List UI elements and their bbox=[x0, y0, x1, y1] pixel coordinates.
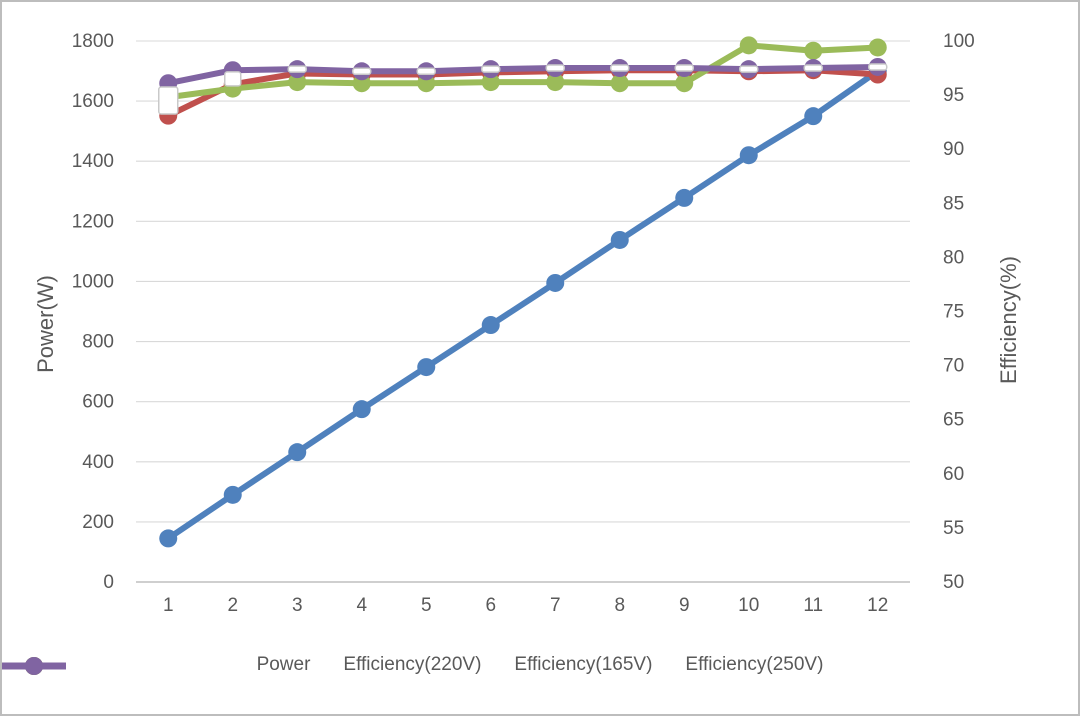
white-marker-11 bbox=[803, 64, 823, 72]
x-tick-3: 3 bbox=[292, 595, 303, 616]
right-tick-50: 50 bbox=[943, 572, 964, 593]
series-line-efficiency-220v bbox=[165, 67, 881, 119]
right-tick-95: 95 bbox=[943, 85, 964, 106]
x-tick-9: 9 bbox=[679, 595, 690, 616]
right-tick-100: 100 bbox=[943, 31, 975, 52]
point-efficiency-165v-3 bbox=[288, 73, 307, 92]
x-tick-5: 5 bbox=[421, 595, 432, 616]
x-tick-8: 8 bbox=[614, 595, 625, 616]
white-marker-2 bbox=[224, 71, 242, 87]
point-efficiency-165v-12 bbox=[868, 38, 887, 57]
x-tick-2: 2 bbox=[227, 595, 238, 616]
white-marker-6 bbox=[481, 65, 501, 73]
left-axis-title: Power(W) bbox=[33, 275, 58, 373]
point-power-4 bbox=[352, 400, 371, 419]
white-marker-8 bbox=[610, 64, 630, 72]
legend: Power Efficiency(220V) Efficiency(165V) Eff… bbox=[2, 654, 1078, 675]
y-tick-0: 0 bbox=[103, 572, 114, 593]
y-tick-1000: 1000 bbox=[72, 271, 114, 292]
point-efficiency-165v-10 bbox=[739, 36, 758, 55]
point-efficiency-165v-9 bbox=[675, 74, 694, 93]
right-tick-80: 80 bbox=[943, 247, 964, 268]
point-power-10 bbox=[739, 146, 758, 165]
y-tick-1400: 1400 bbox=[72, 151, 114, 172]
legend-item-power[interactable]: Power bbox=[2, 654, 311, 675]
point-efficiency-165v-8 bbox=[610, 74, 629, 93]
legend-marker-efficiency-250v bbox=[2, 657, 66, 675]
right-axis-title: Efficiency(%) bbox=[996, 256, 1021, 384]
white-marker-12 bbox=[868, 63, 888, 71]
point-power-6 bbox=[481, 316, 500, 335]
x-tick-10: 10 bbox=[738, 595, 759, 616]
point-power-7 bbox=[546, 273, 565, 292]
series-line-efficiency-165v bbox=[165, 42, 881, 101]
series-line-power bbox=[165, 68, 881, 542]
x-tick-1: 1 bbox=[163, 595, 174, 616]
x-tick-12: 12 bbox=[867, 595, 888, 616]
white-marker-1 bbox=[158, 86, 179, 115]
x-tick-6: 6 bbox=[485, 595, 496, 616]
white-marker-9 bbox=[674, 64, 694, 72]
point-power-5 bbox=[417, 358, 436, 377]
legend-item-efficiency-165v[interactable]: Efficiency(165V) bbox=[2, 654, 653, 675]
legend-item-efficiency-250v[interactable]: Efficiency(250V) bbox=[2, 654, 824, 675]
point-efficiency-165v-7 bbox=[546, 73, 565, 92]
y-tick-1600: 1600 bbox=[72, 91, 114, 112]
right-tick-65: 65 bbox=[943, 410, 964, 431]
y-tick-200: 200 bbox=[82, 512, 114, 533]
legend-label-efficiency-250v: Efficiency(250V) bbox=[685, 654, 824, 675]
point-efficiency-165v-6 bbox=[481, 73, 500, 92]
legend-item-efficiency-220v[interactable]: Efficiency(220V) bbox=[2, 654, 482, 675]
point-power-9 bbox=[675, 188, 694, 207]
x-tick-7: 7 bbox=[550, 595, 561, 616]
right-tick-55: 55 bbox=[943, 518, 964, 539]
right-tick-70: 70 bbox=[943, 356, 964, 377]
point-power-1 bbox=[159, 529, 178, 548]
legend-label-efficiency-220v: Efficiency(220V) bbox=[343, 654, 482, 675]
white-marker-10 bbox=[739, 65, 759, 73]
legend-label-efficiency-165v: Efficiency(165V) bbox=[514, 654, 653, 675]
right-tick-60: 60 bbox=[943, 464, 964, 485]
x-tick-4: 4 bbox=[356, 595, 367, 616]
white-marker-4 bbox=[352, 67, 372, 76]
point-power-3 bbox=[288, 443, 307, 462]
series-line-efficiency-250v bbox=[165, 63, 881, 87]
point-power-2 bbox=[223, 485, 242, 504]
point-power-8 bbox=[610, 230, 629, 249]
right-tick-85: 85 bbox=[943, 193, 964, 214]
right-tick-75: 75 bbox=[943, 302, 964, 323]
y-tick-1200: 1200 bbox=[72, 211, 114, 232]
white-marker-7 bbox=[545, 64, 565, 72]
y-tick-400: 400 bbox=[82, 452, 114, 473]
white-marker-5 bbox=[416, 67, 436, 76]
x-tick-11: 11 bbox=[803, 595, 823, 616]
point-efficiency-165v-11 bbox=[804, 41, 823, 60]
point-power-11 bbox=[804, 107, 823, 126]
y-tick-600: 600 bbox=[82, 392, 114, 413]
right-tick-90: 90 bbox=[943, 139, 964, 160]
y-tick-800: 800 bbox=[82, 332, 114, 353]
legend-label-power: Power bbox=[256, 654, 311, 675]
y-tick-1800: 1800 bbox=[72, 31, 114, 52]
white-marker-3 bbox=[287, 65, 307, 73]
